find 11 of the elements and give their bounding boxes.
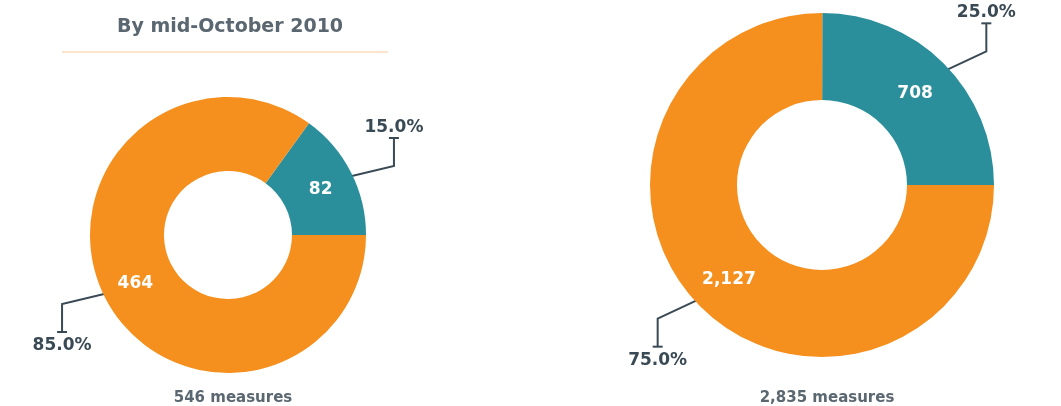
data-label: 708 (897, 82, 933, 103)
text: 25.0% (956, 0, 1016, 21)
data-label: 82 (308, 177, 333, 198)
chart-title: By mid-October 2010 (116, 13, 344, 36)
text: 75.0% (628, 349, 688, 370)
text: 85.0% (32, 334, 92, 355)
text: 546 measures (173, 387, 293, 406)
data-label: 2,127 (702, 267, 756, 288)
data-label: 464 (117, 272, 154, 293)
text: 2,835 measures (759, 387, 895, 406)
text: 15.0% (364, 115, 424, 136)
